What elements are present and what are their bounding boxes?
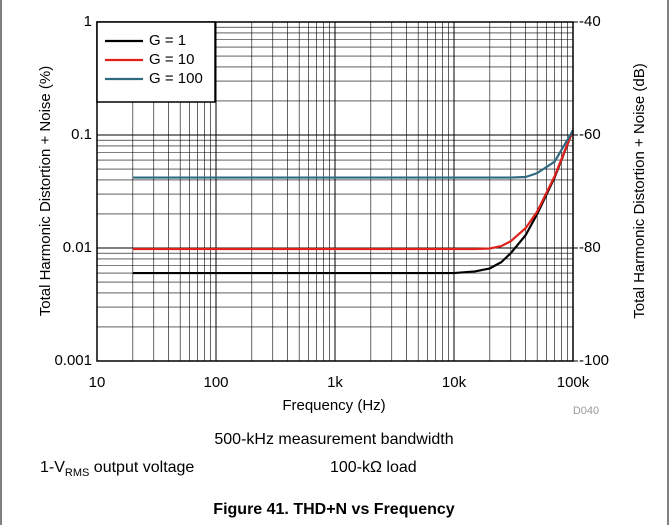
legend-label: G = 10 bbox=[149, 51, 194, 68]
grid bbox=[96, 21, 574, 362]
x-tick-label: 100 bbox=[203, 374, 228, 391]
legend-label: G = 100 bbox=[149, 70, 203, 87]
annotation-sub: RMS bbox=[65, 467, 89, 479]
y2-tick-label: -60 bbox=[579, 126, 601, 143]
y-axis-label: Total Harmonic Distortion + Noise (%) bbox=[37, 66, 54, 317]
annotation-part: 1-V bbox=[40, 459, 65, 476]
series-line bbox=[132, 129, 574, 179]
x-tick-label: 100k bbox=[557, 374, 590, 391]
y2-axis-label: Total Harmonic Distortion + Noise (dB) bbox=[631, 63, 648, 319]
x-tick-label: 10 bbox=[89, 374, 106, 391]
annotation: 500-kHz measurement bandwidth bbox=[214, 431, 453, 448]
lines bbox=[132, 129, 575, 275]
annotation-part: output voltage bbox=[89, 459, 194, 476]
y-tick-label: 0.1 bbox=[71, 126, 92, 143]
series-line bbox=[132, 129, 575, 251]
legend-box bbox=[96, 21, 216, 103]
y-tick-label: 1 bbox=[84, 13, 92, 30]
plot-border bbox=[96, 21, 574, 362]
annotation: 1-VRMS output voltage bbox=[40, 459, 194, 479]
y2-tick-label: -80 bbox=[579, 239, 601, 256]
annotation: 100-kΩ load bbox=[330, 459, 417, 476]
x-axis-label: Frequency (Hz) bbox=[282, 397, 385, 414]
y2-tick-label: -40 bbox=[579, 13, 601, 30]
figure-code: D040 bbox=[573, 405, 599, 417]
caption: Figure 41. THD+N vs Frequency bbox=[213, 501, 455, 518]
y-tick-label: 0.001 bbox=[54, 352, 92, 369]
legend-label: G = 1 bbox=[149, 32, 186, 49]
series-line bbox=[132, 129, 575, 275]
x-tick-label: 1k bbox=[327, 374, 343, 391]
x-tick-label: 10k bbox=[442, 374, 467, 391]
y2-tick-label: -100 bbox=[579, 352, 609, 369]
y-tick-label: 0.01 bbox=[63, 239, 92, 256]
